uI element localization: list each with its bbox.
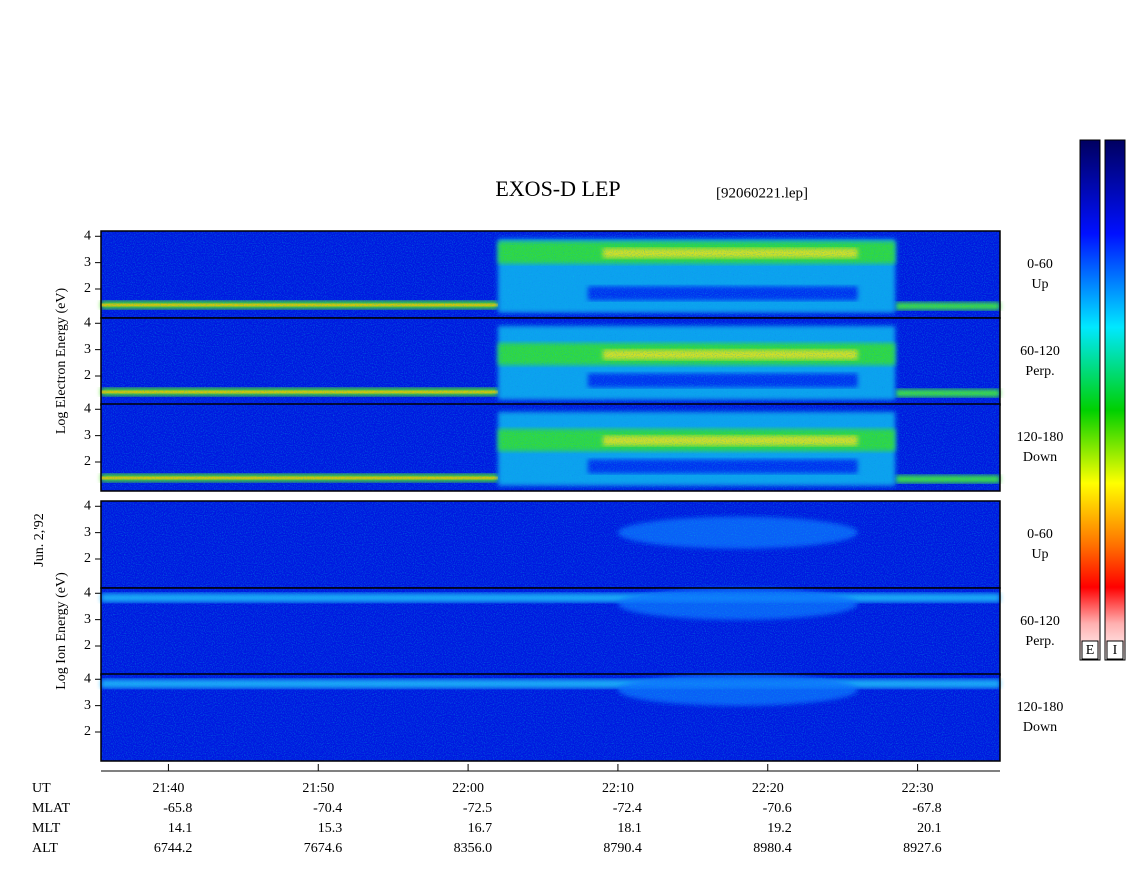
spectrogram-noise <box>101 231 1000 318</box>
y-tick-label: 2 <box>84 368 91 383</box>
x-tick-label: 21:50 <box>302 781 334 796</box>
ephemeris-name: ALT <box>32 841 58 856</box>
ephemeris-value: 6744.2 <box>154 841 193 856</box>
ephemeris-value: -70.6 <box>763 801 792 816</box>
y-tick-label: 3 <box>84 698 91 713</box>
date-label: Jun. 2,'92 <box>32 513 47 566</box>
ephemeris-value: -67.8 <box>912 801 941 816</box>
colorbar <box>1079 139 1101 661</box>
ephemeris-value: 7674.6 <box>304 841 343 856</box>
colorbar-label-box <box>1106 640 1124 660</box>
spectrogram-noise <box>101 674 1000 761</box>
ephemeris-value: 20.1 <box>917 821 942 836</box>
ephemeris-value: 19.2 <box>767 821 792 836</box>
y-tick-label: 2 <box>84 551 91 566</box>
ephemeris-value: -65.8 <box>163 801 192 816</box>
y-tick-label: 3 <box>84 428 91 443</box>
y-tick-label: 4 <box>84 671 91 686</box>
y-tick-label: 4 <box>84 498 91 513</box>
y-tick-label: 2 <box>84 281 91 296</box>
ephemeris-value: 16.7 <box>468 821 493 836</box>
y-tick-label: 4 <box>84 585 91 600</box>
y-tick-label: 2 <box>84 454 91 469</box>
colorbar-label: E <box>1086 643 1095 658</box>
y-tick-label: 3 <box>84 255 91 270</box>
panel-range: 120-180 <box>1017 430 1064 445</box>
y-tick-label: 4 <box>84 315 91 330</box>
ephemeris-value: -72.5 <box>463 801 492 816</box>
x-tick-label: 22:20 <box>752 781 784 796</box>
y-axis-label: Log Electron Energy (eV) <box>54 288 69 435</box>
panel-range: 0-60 <box>1027 527 1053 542</box>
ephemeris-value: 18.1 <box>617 821 642 836</box>
panel-direction: Perp. <box>1025 634 1054 649</box>
panel-range: 120-180 <box>1017 700 1064 715</box>
ephemeris-name: MLAT <box>32 801 71 816</box>
spectrogram-noise <box>101 501 1000 588</box>
panel-frame <box>100 403 1001 492</box>
x-tick-label: 22:00 <box>452 781 484 796</box>
ephemeris-value: 15.3 <box>318 821 343 836</box>
y-tick-label: 2 <box>84 724 91 739</box>
panel-range: 60-120 <box>1020 614 1060 629</box>
chart-title: EXOS-D LEP <box>495 176 620 201</box>
colorbar-label-box <box>1081 640 1099 660</box>
x-axis-name: UT <box>32 781 51 796</box>
panel-direction: Down <box>1023 720 1057 735</box>
colorbar <box>1104 139 1126 661</box>
ephemeris-value: 8356.0 <box>454 841 493 856</box>
panel-direction: Down <box>1023 450 1057 465</box>
panel-frame <box>100 673 1001 762</box>
ephemeris-name: MLT <box>32 821 61 836</box>
ephemeris-value: 8980.4 <box>753 841 792 856</box>
x-tick-label: 21:40 <box>152 781 184 796</box>
panel-range: 0-60 <box>1027 257 1053 272</box>
ephemeris-value: 8927.6 <box>903 841 942 856</box>
panel-direction: Up <box>1031 277 1048 292</box>
panel-direction: Perp. <box>1025 364 1054 379</box>
x-tick-label: 22:30 <box>902 781 934 796</box>
y-tick-label: 4 <box>84 228 91 243</box>
ephemeris-value: 8790.4 <box>603 841 642 856</box>
y-tick-label: 3 <box>84 525 91 540</box>
panel-direction: Up <box>1031 547 1048 562</box>
y-tick-label: 3 <box>84 612 91 627</box>
colorbar-label: I <box>1113 643 1118 658</box>
y-axis-label: Log Ion Energy (eV) <box>54 572 69 690</box>
spectrogram-noise <box>101 318 1000 405</box>
ephemeris-value: -72.4 <box>613 801 642 816</box>
y-tick-label: 2 <box>84 638 91 653</box>
panel-range: 60-120 <box>1020 344 1060 359</box>
x-tick-label: 22:10 <box>602 781 634 796</box>
file-label: [92060221.lep] <box>716 185 808 201</box>
y-tick-label: 4 <box>84 401 91 416</box>
spectrogram-noise <box>101 404 1000 491</box>
ephemeris-value: 14.1 <box>168 821 193 836</box>
y-tick-label: 3 <box>84 342 91 357</box>
ephemeris-value: -70.4 <box>313 801 342 816</box>
spectrogram-noise <box>101 588 1000 675</box>
